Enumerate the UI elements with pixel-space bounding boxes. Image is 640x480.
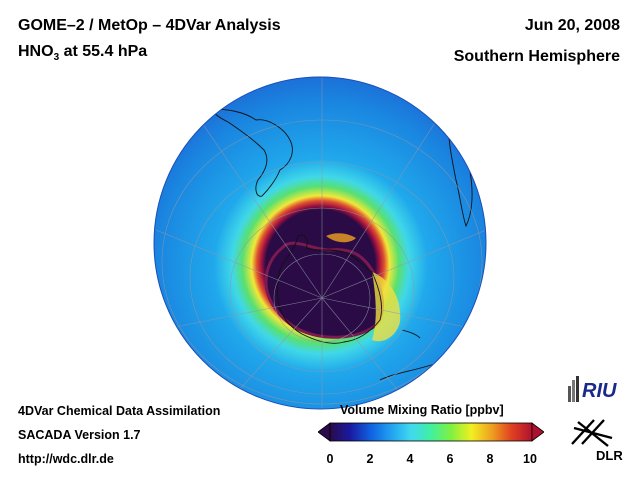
species-level-label: HNO3 at 55.4 hPa [18, 43, 147, 63]
url-label: http://wdc.dlr.de [18, 452, 114, 466]
dlr-logo-text: DLR [596, 448, 623, 463]
colorbar [318, 422, 544, 442]
antarctica-outline [276, 234, 383, 344]
hemisphere-label: Southern Hemisphere [453, 48, 620, 65]
colorbar-tick: 8 [486, 452, 494, 466]
pressure-level: at 55.4 hPa [59, 43, 148, 60]
map-title: GOME–2 / MetOp – 4DVar Analysis [18, 17, 281, 34]
colorbar-scale [329, 422, 533, 442]
species-name: HNO [18, 43, 54, 60]
colorbar-tick: 6 [446, 452, 454, 466]
assimilation-label: 4DVar Chemical Data Assimilation [18, 404, 221, 418]
south-america-outline [211, 109, 293, 197]
colorbar-tick: 4 [406, 452, 414, 466]
riu-logo: RIU [568, 376, 617, 402]
riu-logo-text: RIU [582, 380, 617, 402]
version-label: SACADA Version 1.7 [18, 428, 141, 442]
species-subscript: 3 [53, 52, 60, 64]
colorbar-min-arrow [318, 422, 331, 442]
colorbar-tick: 0 [326, 452, 334, 466]
date-label: Jun 20, 2008 [524, 17, 620, 34]
colorbar-tick: 2 [366, 452, 374, 466]
colorbar-title: Volume Mixing Ratio [ppbv] [340, 403, 504, 417]
dlr-logo-icon [571, 419, 613, 447]
colorbar-max-arrow [531, 422, 544, 442]
colorbar-tick: 10 [523, 452, 537, 466]
